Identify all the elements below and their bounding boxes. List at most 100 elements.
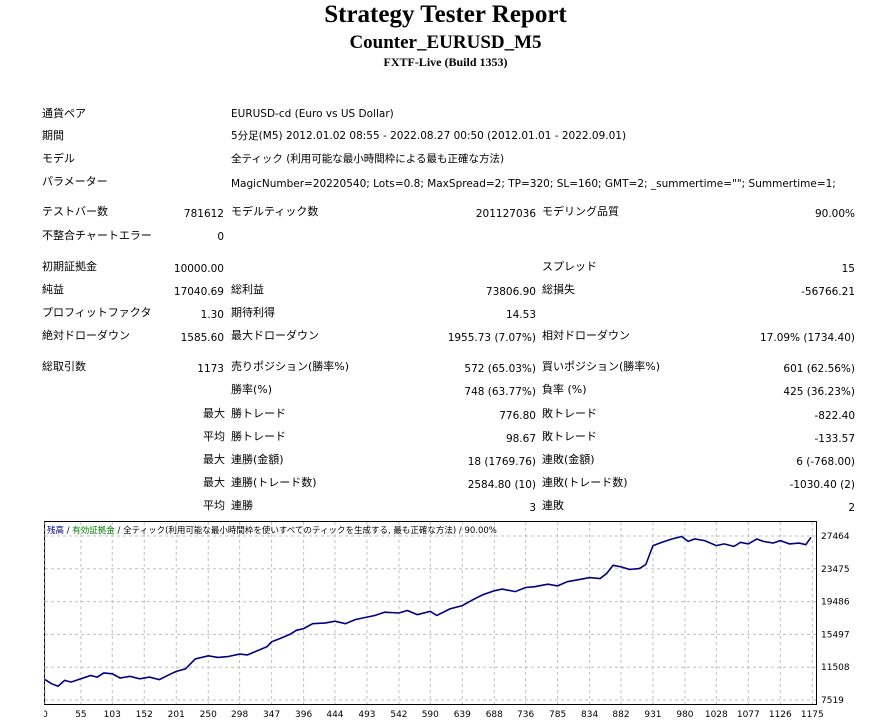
x-tick-label: 103	[104, 710, 121, 720]
max-consec-win-amt-label: 連勝(金額)	[231, 453, 284, 466]
max-consec-loss-amt-value: 6 (-768.00)	[796, 456, 855, 468]
max-label-3: 最大	[203, 476, 225, 489]
y-tick-label: 11508	[821, 663, 850, 673]
x-tick-label: 931	[644, 710, 661, 720]
bars-label: テストバー数	[42, 205, 108, 218]
x-tick-label: 1077	[737, 710, 760, 720]
win-rate-label: 勝率(%)	[231, 383, 273, 396]
model-value: 全ティック (利用可能な最小時間枠による最も正確な方法)	[231, 153, 505, 165]
x-tick-label: 55	[75, 710, 86, 720]
y-tick-label: 27464	[821, 532, 850, 542]
deposit-value: 10000.00	[173, 263, 224, 275]
net-profit-label: 純益	[42, 283, 64, 296]
bars-value: 781612	[183, 208, 224, 220]
avg-loss-label: 敗トレード	[542, 430, 597, 443]
gross-profit-label: 総利益	[231, 283, 264, 296]
avg-win-label: 勝トレード	[231, 430, 286, 443]
total-trades-value: 1173	[197, 363, 224, 375]
period-value: 5分足(M5) 2012.01.02 08:55 - 2022.08.27 00…	[231, 130, 627, 142]
legend-balance: 残高	[47, 525, 64, 536]
y-tick-label: 19486	[821, 598, 850, 608]
x-tick-label: 785	[549, 710, 566, 720]
ticks-value: 201127036	[475, 208, 536, 220]
avg-consec-win-value: 3	[529, 502, 536, 514]
spread-label: スプレッド	[542, 260, 597, 273]
symbol-value: EURUSD-cd (Euro vs US Dollar)	[231, 108, 394, 120]
short-pos-label: 売りポジション(勝率%)	[231, 360, 350, 373]
avg-win-value: 98.67	[505, 433, 536, 445]
total-trades-label: 総取引数	[42, 360, 86, 373]
max-consec-win-trades-label: 連勝(トレード数)	[231, 476, 317, 489]
gross-profit-value: 73806.90	[485, 286, 536, 298]
x-tick-label: 882	[612, 710, 629, 720]
chart-grid	[44, 522, 816, 704]
max-consec-win-trades-value: 2584.80 (10)	[467, 479, 536, 491]
x-tick-label: 0	[44, 710, 48, 720]
svg-text:残高 / 有効証拠金 / 全ティック(利用可能な最小時間枠を: 残高 / 有効証拠金 / 全ティック(利用可能な最小時間枠を使いすべてのティック…	[47, 525, 497, 536]
avg-label-2: 平均	[203, 499, 225, 512]
max-label-2: 最大	[203, 453, 225, 466]
spread-value: 15	[841, 263, 855, 275]
x-tick-label: 201	[168, 710, 185, 720]
legend-equity: 有効証拠金	[72, 525, 115, 536]
x-tick-label: 152	[136, 710, 153, 720]
symbol-label: 通貨ペア	[42, 107, 86, 120]
x-tick-label: 542	[390, 710, 407, 720]
y-tick-label: 23475	[821, 565, 850, 575]
x-tick-label: 639	[454, 710, 471, 720]
x-tick-label: 1175	[801, 710, 824, 720]
avg-loss-value: -133.57	[814, 433, 855, 445]
legend-quality: 90.00%	[464, 526, 496, 536]
avg-consec-win-label: 連勝	[231, 499, 253, 512]
x-tick-label: 493	[358, 710, 375, 720]
gross-loss-value: -56766.21	[801, 286, 855, 298]
expected-payoff-value: 14.53	[505, 309, 536, 321]
largest-loss-value: -822.40	[814, 410, 855, 422]
avg-consec-loss-value: 2	[848, 502, 855, 514]
x-tick-label: 347	[263, 710, 280, 720]
deposit-label: 初期証拠金	[42, 260, 97, 273]
mismatch-value: 0	[217, 231, 224, 243]
model-label: モデル	[42, 152, 75, 165]
x-tick-label: 250	[200, 710, 217, 720]
abs-dd-value: 1585.60	[180, 332, 224, 344]
avg-label: 平均	[203, 430, 225, 443]
max-consec-loss-trades-label: 連敗(トレード数)	[542, 476, 628, 489]
legend-sep-2: /	[115, 526, 123, 536]
balance-chart: 残高 / 有効証拠金 / 全ティック(利用可能な最小時間枠を使いすべてのティック…	[44, 521, 850, 720]
report-title: Strategy Tester Report	[324, 1, 567, 28]
mismatch-label: 不整合チャートエラー	[42, 229, 152, 242]
params-value: MagicNumber=20220540; Lots=0.8; MaxSprea…	[231, 178, 836, 190]
max-dd-label: 最大ドローダウン	[231, 329, 319, 342]
win-rate-value: 748 (63.77%)	[464, 386, 536, 398]
largest-win-label: 勝トレード	[231, 407, 286, 420]
max-consec-loss-amt-label: 連敗(金額)	[542, 453, 595, 466]
x-tick-label: 1028	[705, 710, 728, 720]
quality-label: モデリング品質	[542, 205, 619, 218]
x-tick-label: 396	[295, 710, 312, 720]
x-tick-label: 444	[326, 710, 343, 720]
server-build: FXTF-Live (Build 1353)	[383, 55, 508, 69]
largest-win-value: 776.80	[499, 410, 536, 422]
y-axis-ticks: 7519 11508 15497 19486 23475 27464	[821, 532, 850, 706]
y-tick-label: 7519	[821, 696, 844, 706]
x-tick-label: 590	[422, 710, 439, 720]
params-label: パラメーター	[42, 175, 108, 188]
balance-line	[44, 535, 812, 688]
max-consec-loss-trades-value: -1030.40 (2)	[789, 479, 855, 491]
profit-factor-label: プロフィットファクタ	[42, 306, 152, 319]
expert-name: Counter_EURUSD_M5	[349, 32, 542, 53]
quality-value: 90.00%	[814, 208, 855, 220]
gross-loss-label: 総損失	[542, 283, 575, 296]
long-pos-label: 買いポジション(勝率%)	[542, 360, 661, 373]
net-profit-value: 17040.69	[173, 286, 224, 298]
short-pos-value: 572 (65.03%)	[464, 363, 536, 375]
loss-rate-value: 425 (36.23%)	[783, 386, 855, 398]
x-tick-label: 298	[231, 710, 248, 720]
period-label: 期間	[42, 129, 64, 142]
legend-sep-1: /	[64, 526, 72, 536]
x-tick-label: 736	[517, 710, 534, 720]
max-label: 最大	[203, 407, 225, 420]
avg-consec-loss-label: 連敗	[542, 499, 564, 512]
x-tick-label: 1126	[769, 710, 792, 720]
